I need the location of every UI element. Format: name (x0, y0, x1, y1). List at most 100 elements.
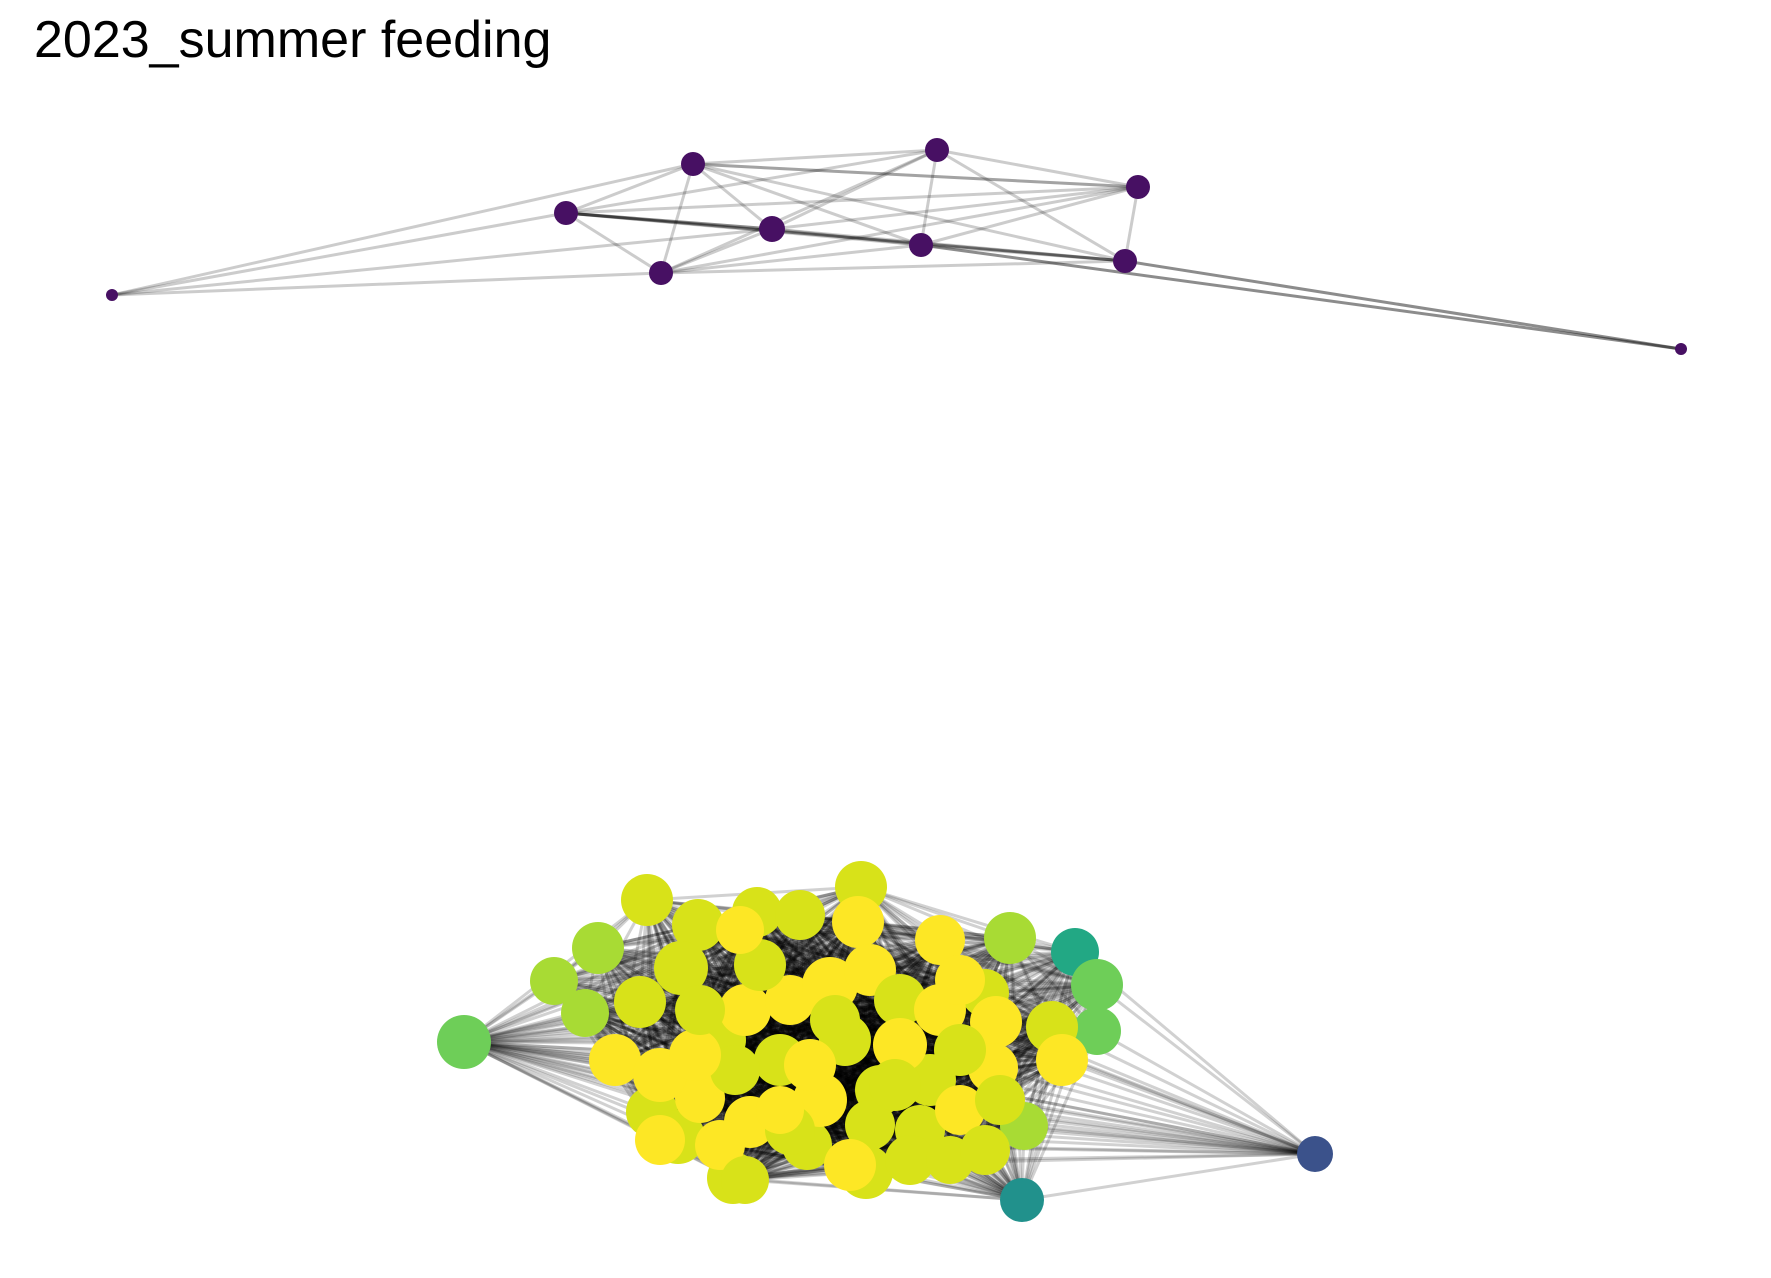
chart-title: 2023_summer feeding (34, 11, 552, 69)
edge-a-13 (771, 148, 938, 231)
edge-b-574 (860, 885, 1098, 987)
edge-b-972 (1061, 1058, 1316, 1156)
edge-a-11 (936, 148, 1139, 189)
node-b-11 (775, 890, 825, 940)
node-a-8 (649, 261, 673, 285)
edge-a-12 (660, 148, 938, 275)
edge-a-27 (771, 227, 922, 247)
edge-a-19 (1123, 186, 1140, 262)
node-b-22 (970, 996, 1022, 1048)
node-b-61 (885, 1135, 935, 1185)
node-a-2 (925, 138, 949, 162)
node-b-25 (1000, 1178, 1044, 1222)
node-b-64 (869, 1059, 921, 1111)
nodes-upper-cluster (106, 138, 1687, 355)
edge-a-17 (565, 185, 1139, 215)
node-b-57 (695, 1120, 745, 1170)
edge-b-1183 (999, 1098, 1316, 1156)
edge-b-40 (463, 1040, 661, 1142)
node-a-3 (1126, 175, 1150, 199)
edge-b-34 (463, 963, 761, 1044)
node-b-54 (935, 1085, 985, 1135)
node-b-60 (824, 1139, 876, 1191)
node-b-9 (672, 899, 724, 951)
edge-b-696 (680, 938, 941, 970)
edge-a-10 (692, 162, 1126, 263)
edge-a-8 (692, 162, 922, 247)
node-b-1 (530, 957, 578, 1005)
node-b-19 (1073, 1007, 1121, 1055)
edge-b-1509 (744, 1008, 1001, 1102)
node-b-58 (635, 1115, 685, 1165)
node-b-52 (845, 1100, 895, 1150)
edges-upper-cluster (111, 148, 1682, 351)
edge-b-621 (699, 885, 862, 1012)
edge-a-21 (920, 185, 1139, 247)
edge-a-33 (1124, 259, 1682, 351)
node-a-6 (909, 233, 933, 257)
edge-a-29 (660, 227, 773, 275)
node-b-4 (621, 874, 673, 926)
edge-a-6 (565, 162, 694, 215)
node-b-26 (1297, 1136, 1333, 1172)
node-a-7 (1113, 249, 1137, 273)
node-b-51 (784, 1039, 836, 1091)
edge-a-34 (920, 243, 1682, 351)
nodes-lower-cluster (437, 861, 1333, 1222)
edge-b-2 (463, 946, 599, 1044)
edge-a-30 (920, 243, 1126, 263)
node-b-18 (1071, 959, 1123, 1011)
node-b-16 (984, 912, 1036, 964)
edge-b-141 (596, 947, 752, 1123)
node-b-65 (810, 995, 860, 1045)
node-a-9 (1675, 343, 1687, 355)
edge-a-23 (565, 211, 922, 247)
edge-b-638 (748, 921, 860, 1123)
edge-a-7 (692, 162, 773, 231)
edge-a-25 (565, 211, 662, 275)
node-b-30 (675, 1073, 725, 1123)
node-b-59 (721, 1156, 769, 1204)
edge-a-3 (111, 271, 662, 297)
edge-a-22 (692, 162, 1139, 189)
edge-b-22 (463, 1000, 641, 1044)
node-b-67 (675, 985, 725, 1035)
node-b-55 (975, 1075, 1025, 1125)
node-b-14 (915, 915, 965, 965)
edge-b-573 (860, 885, 1076, 954)
node-b-35 (719, 984, 771, 1036)
node-b-0 (437, 1015, 491, 1069)
node-b-63 (960, 1125, 1010, 1175)
edge-b-5 (463, 1040, 653, 1114)
edge-a-4 (692, 148, 938, 166)
edge-a-32 (660, 259, 1126, 275)
edge-b-1431 (680, 966, 881, 1092)
node-b-46 (710, 1045, 760, 1095)
edge-a-1 (111, 211, 567, 297)
edge-a-31 (660, 243, 922, 275)
node-b-47 (669, 1029, 721, 1081)
edge-b-900 (1096, 1029, 1316, 1156)
edge-b-158 (597, 946, 846, 1042)
edge-a-26 (565, 211, 773, 231)
edge-a-2 (111, 227, 773, 297)
edge-b-628 (857, 920, 1098, 987)
edge-a-14 (919, 149, 939, 246)
edge-b-821 (834, 936, 1011, 1022)
edge-b-868 (1096, 983, 1316, 1156)
edge-a-28 (771, 227, 1126, 263)
edge-a-16 (565, 148, 938, 215)
node-b-21 (1036, 1034, 1088, 1086)
edge-a-5 (692, 162, 1139, 189)
edge-b-258 (613, 928, 742, 1062)
edge-a-20 (660, 185, 1139, 275)
node-b-5 (589, 1034, 641, 1086)
edge-b-8 (463, 923, 699, 1044)
node-a-4 (554, 201, 578, 225)
edge-b-627 (857, 920, 1076, 954)
edge-b-1131 (1021, 1152, 1316, 1202)
node-a-1 (681, 152, 705, 176)
edge-b-1091 (1023, 1124, 1316, 1156)
node-b-50 (873, 1018, 927, 1072)
